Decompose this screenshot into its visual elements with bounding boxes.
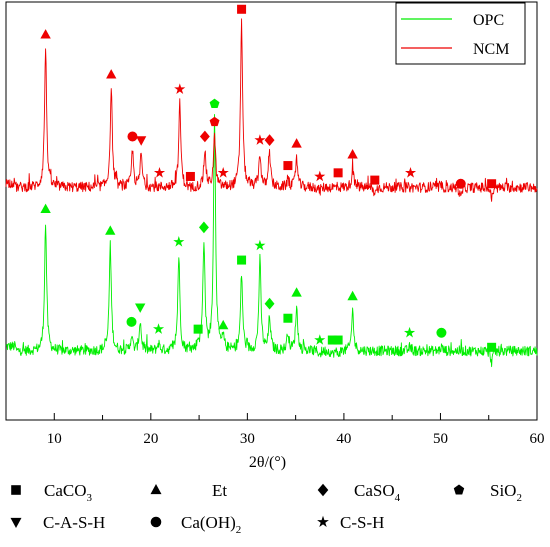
peak-marker-ncm-c-s-h bbox=[217, 167, 229, 178]
peak-marker-opc-et bbox=[218, 319, 229, 330]
peak-marker-ncm-et bbox=[40, 29, 51, 39]
key-label-caco3: CaCO3 bbox=[44, 481, 93, 504]
peak-marker-opc-sio2 bbox=[209, 98, 220, 108]
peak-marker-ncm-caco3 bbox=[185, 171, 195, 181]
peak-marker-ncm-caco3 bbox=[283, 161, 293, 171]
peak-marker-ncm-caoh2 bbox=[127, 131, 138, 142]
peak-marker-ncm-caco3 bbox=[487, 179, 497, 189]
x-axis-title: 2θ/(°) bbox=[249, 454, 286, 471]
peak-marker-opc-et bbox=[105, 225, 116, 235]
peak-marker-ncm-caco3 bbox=[333, 168, 343, 178]
key-marker-et bbox=[150, 484, 162, 495]
peak-marker-opc-caco3 bbox=[327, 335, 337, 345]
series-line-ncm bbox=[5, 18, 538, 202]
phase-key: CaCO3 Et CaSO4 SiO2 C-A-S-H Ca(OH)2 C-S-H bbox=[10, 481, 522, 536]
peak-marker-ncm-caso4 bbox=[199, 130, 210, 143]
peak-marker-ncm-caso4 bbox=[264, 134, 275, 146]
peak-marker-ncm-c-s-h bbox=[254, 134, 266, 145]
peak-marker-opc-c-s-h bbox=[254, 239, 266, 251]
peak-marker-ncm-et bbox=[347, 149, 358, 159]
key-label-c-a-s-h: C-A-S-H bbox=[43, 513, 105, 532]
key-marker-c-a-s-h bbox=[10, 517, 22, 528]
peak-marker-ncm-c-s-h bbox=[174, 83, 186, 94]
x-tick-label: 50 bbox=[433, 431, 448, 447]
peak-marker-ncm-et bbox=[291, 138, 302, 148]
peak-marker-opc-caco3 bbox=[487, 342, 497, 352]
peak-marker-ncm-sio2 bbox=[209, 116, 220, 127]
legend-label-opc: OPC bbox=[473, 12, 504, 29]
legend-label-ncm: NCM bbox=[473, 41, 509, 58]
peak-marker-ncm-c-s-h bbox=[314, 170, 326, 182]
peak-marker-opc-et bbox=[40, 203, 51, 213]
series-line-opc bbox=[5, 114, 538, 368]
x-tick-label: 30 bbox=[240, 431, 255, 447]
peak-marker-opc-caso4 bbox=[199, 221, 209, 234]
peak-marker-ncm-c-a-s-h bbox=[136, 136, 147, 146]
key-marker-caso4 bbox=[317, 483, 329, 497]
peak-marker-opc-caco3 bbox=[237, 255, 247, 265]
peak-marker-ncm-c-s-h bbox=[153, 167, 166, 178]
peak-marker-opc-caso4 bbox=[264, 297, 275, 310]
peak-marker-opc-caco3 bbox=[333, 335, 343, 345]
peak-marker-ncm-caco3 bbox=[370, 175, 380, 185]
key-label-c-s-h: C-S-H bbox=[340, 513, 384, 532]
x-axis: 10 20 30 40 50 60 2θ/(°) bbox=[5, 413, 545, 471]
peak-marker-ncm-caco3 bbox=[237, 4, 247, 14]
legend: OPC NCM bbox=[395, 2, 526, 65]
key-marker-caco3 bbox=[11, 485, 21, 495]
key-label-sio2: SiO2 bbox=[490, 481, 522, 504]
peak-marker-ncm-et bbox=[106, 69, 117, 79]
key-marker-c-s-h bbox=[317, 515, 329, 527]
peak-marker-opc-caoh2 bbox=[436, 327, 447, 338]
plot-frame bbox=[5, 1, 538, 421]
x-tick-label: 60 bbox=[530, 431, 545, 447]
key-marker-sio2 bbox=[453, 484, 465, 495]
peak-marker-opc-caco3 bbox=[193, 324, 203, 334]
peak-marker-opc-c-s-h bbox=[404, 326, 416, 338]
plot-border bbox=[5, 1, 538, 421]
peak-marker-opc-et bbox=[291, 287, 302, 297]
peak-marker-opc-caco3 bbox=[283, 313, 293, 323]
legend-box bbox=[395, 2, 526, 65]
x-tick-label: 40 bbox=[336, 431, 351, 447]
key-label-caoh2: Ca(OH)2 bbox=[181, 513, 241, 536]
phase-marker-layer bbox=[40, 4, 497, 352]
peak-marker-opc-et bbox=[347, 290, 358, 301]
peak-marker-ncm-caoh2 bbox=[455, 178, 466, 189]
key-marker-caoh2 bbox=[150, 516, 162, 528]
peak-marker-opc-c-s-h bbox=[173, 236, 185, 247]
x-tick-label: 10 bbox=[47, 431, 62, 447]
key-label-et: Et bbox=[212, 481, 227, 500]
peak-marker-opc-c-s-h bbox=[153, 323, 165, 334]
x-tick-label: 20 bbox=[143, 431, 158, 447]
key-label-caso4: CaSO4 bbox=[354, 481, 401, 504]
peak-marker-opc-c-a-s-h bbox=[135, 303, 146, 313]
peak-marker-opc-c-s-h bbox=[314, 334, 326, 345]
series-layer bbox=[5, 18, 538, 368]
peak-marker-ncm-c-s-h bbox=[405, 167, 417, 178]
peak-marker-opc-caoh2 bbox=[126, 316, 137, 327]
